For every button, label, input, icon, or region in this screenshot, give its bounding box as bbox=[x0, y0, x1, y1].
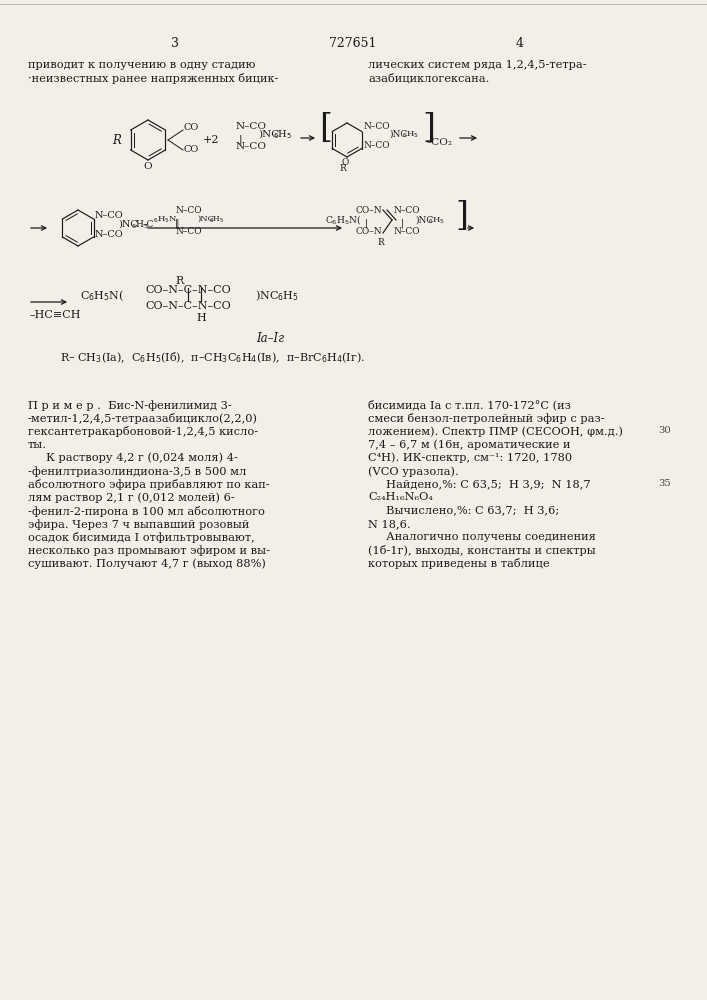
Text: $_6$H$_5$: $_6$H$_5$ bbox=[428, 216, 445, 226]
Text: осадок бисимида I отфильтровывают,: осадок бисимида I отфильтровывают, bbox=[28, 532, 255, 543]
Text: С⁴Н). ИК-спектр, см⁻¹: 1720, 1780: С⁴Н). ИК-спектр, см⁻¹: 1720, 1780 bbox=[368, 453, 572, 463]
Text: -фенил-2-пирона в 100 мл абсолютного: -фенил-2-пирона в 100 мл абсолютного bbox=[28, 506, 265, 517]
Text: ·неизвестных ранее напряженных бицик-: ·неизвестных ранее напряженных бицик- bbox=[28, 73, 279, 84]
Text: O: O bbox=[342, 158, 349, 167]
Text: –C: –C bbox=[143, 220, 154, 229]
Text: CO–N: CO–N bbox=[355, 227, 382, 236]
Text: )NC: )NC bbox=[389, 130, 407, 139]
Text: H: H bbox=[196, 313, 206, 323]
Text: Найдено,%: С 63,5;  Н 3,9;  N 18,7: Найдено,%: С 63,5; Н 3,9; N 18,7 bbox=[368, 479, 590, 489]
Text: смеси бензол-петролейный эфир с раз-: смеси бензол-петролейный эфир с раз- bbox=[368, 413, 604, 424]
Text: азабициклогексана.: азабициклогексана. bbox=[368, 73, 489, 84]
Text: )NC: )NC bbox=[415, 216, 433, 225]
Text: R: R bbox=[339, 164, 346, 173]
Text: (1б-1г), выходы, константы и спектры: (1б-1г), выходы, константы и спектры bbox=[368, 545, 596, 556]
Text: 7,4 – 6,7 м (16н, ароматические и: 7,4 – 6,7 м (16н, ароматические и bbox=[368, 440, 571, 450]
Text: |: | bbox=[365, 218, 368, 228]
Text: которых приведены в таблице: которых приведены в таблице bbox=[368, 558, 549, 569]
Text: бисимида Ia с т.пл. 170-172°C (из: бисимида Ia с т.пл. 170-172°C (из bbox=[368, 400, 571, 411]
Text: лям раствор 2,1 г (0,012 молей) 6-: лям раствор 2,1 г (0,012 молей) 6- bbox=[28, 492, 235, 503]
Text: -фенилтриазолиндиона-3,5 в 500 мл: -фенилтриазолиндиона-3,5 в 500 мл bbox=[28, 466, 246, 477]
Text: |: | bbox=[401, 218, 404, 228]
Text: 727651: 727651 bbox=[329, 37, 377, 50]
Text: ложением). Спектр ПМР (CECООН, φм.д.): ложением). Спектр ПМР (CECООН, φм.д.) bbox=[368, 426, 623, 437]
Text: –CO₂: –CO₂ bbox=[427, 138, 453, 147]
Text: N–CO: N–CO bbox=[236, 122, 267, 131]
Text: 4: 4 bbox=[516, 37, 524, 50]
Text: ]: ] bbox=[422, 112, 435, 144]
Text: N–CO: N–CO bbox=[95, 230, 124, 239]
Text: П р и м е р .  Бис-N-фенилимид 3-: П р и м е р . Бис-N-фенилимид 3- bbox=[28, 400, 232, 411]
Text: R: R bbox=[112, 134, 121, 147]
Text: )NC: )NC bbox=[258, 130, 279, 139]
Text: CO–N: CO–N bbox=[355, 206, 382, 215]
Text: $_6$H$_5$: $_6$H$_5$ bbox=[402, 130, 419, 140]
Text: N–CO: N–CO bbox=[393, 227, 420, 236]
Text: несколько раз промывают эфиром и вы-: несколько раз промывают эфиром и вы- bbox=[28, 545, 270, 556]
Text: +2: +2 bbox=[203, 135, 219, 145]
Text: (VCO уразола).: (VCO уразола). bbox=[368, 466, 459, 477]
Text: N–CO: N–CO bbox=[175, 227, 201, 236]
Text: N 18,6.: N 18,6. bbox=[368, 519, 411, 529]
Text: C$_6$H$_5$N(: C$_6$H$_5$N( bbox=[80, 289, 124, 303]
Text: R: R bbox=[377, 238, 384, 247]
Text: $_6$H$_5$: $_6$H$_5$ bbox=[131, 219, 148, 231]
Text: абсолютного эфира прибавляют по кап-: абсолютного эфира прибавляют по кап- bbox=[28, 479, 269, 490]
Text: лических систем ряда 1,2,4,5-тетра-: лических систем ряда 1,2,4,5-тетра- bbox=[368, 60, 587, 70]
Text: CO: CO bbox=[184, 145, 199, 154]
Text: –HC≡CH: –HC≡CH bbox=[30, 310, 81, 320]
Text: N–CO: N–CO bbox=[175, 206, 201, 215]
Text: $_6$H$_5$: $_6$H$_5$ bbox=[209, 215, 224, 225]
Text: С₂₄Н₁₆N₆О₄: С₂₄Н₁₆N₆О₄ bbox=[368, 492, 433, 502]
Text: Вычислено,%: С 63,7;  Н 3,6;: Вычислено,%: С 63,7; Н 3,6; bbox=[368, 506, 559, 516]
Text: 35: 35 bbox=[658, 479, 671, 488]
Text: |: | bbox=[239, 135, 243, 144]
Text: Аналогично получены соединения: Аналогично получены соединения bbox=[368, 532, 596, 542]
Text: )NC$_6$H$_5$: )NC$_6$H$_5$ bbox=[255, 289, 299, 303]
Text: R– CH$_3$(Iа),  C$_6$H$_5$(Iб),  п–CH$_3$C$_6$H$_4$(Iв),  п–BrC$_6$H$_4$(Iг).: R– CH$_3$(Iа), C$_6$H$_5$(Iб), п–CH$_3$C… bbox=[60, 350, 365, 365]
Text: [: [ bbox=[319, 112, 332, 144]
Text: сушивают. Получают 4,7 г (выход 88%): сушивают. Получают 4,7 г (выход 88%) bbox=[28, 558, 266, 569]
Text: ‖: ‖ bbox=[175, 219, 180, 229]
Text: )NC: )NC bbox=[118, 220, 138, 229]
Text: -метил-1,2,4,5-тетраазабицикло(2,2,0): -метил-1,2,4,5-тетраазабицикло(2,2,0) bbox=[28, 413, 258, 424]
Text: $_6$H$_5$: $_6$H$_5$ bbox=[273, 129, 292, 141]
Text: CO–N–C–N–CO: CO–N–C–N–CO bbox=[145, 285, 230, 295]
Text: 30: 30 bbox=[658, 426, 671, 435]
Text: C$_6$H$_5$N(: C$_6$H$_5$N( bbox=[325, 214, 361, 227]
Text: Iа–Iг: Iа–Iг bbox=[256, 332, 284, 345]
Text: N–CO: N–CO bbox=[363, 122, 390, 131]
Text: N–CO: N–CO bbox=[236, 142, 267, 151]
Text: 3: 3 bbox=[171, 37, 179, 50]
Text: ты.: ты. bbox=[28, 440, 47, 450]
Text: N–CO: N–CO bbox=[95, 211, 124, 220]
Text: )NC: )NC bbox=[197, 215, 214, 223]
Text: R: R bbox=[175, 276, 183, 286]
Text: гексантетракарбоновой-1,2,4,5 кисло-: гексантетракарбоновой-1,2,4,5 кисло- bbox=[28, 426, 258, 437]
Text: CO–N–C–N–CO: CO–N–C–N–CO bbox=[145, 301, 230, 311]
Text: эфира. Через 7 ч выпавший розовый: эфира. Через 7 ч выпавший розовый bbox=[28, 519, 250, 530]
Text: $_6$H$_5$N: $_6$H$_5$N bbox=[153, 215, 177, 225]
Text: O: O bbox=[143, 162, 151, 171]
Text: приводит к получению в одну стадию: приводит к получению в одну стадию bbox=[28, 60, 255, 70]
Text: N–CO: N–CO bbox=[393, 206, 420, 215]
Text: CO: CO bbox=[184, 123, 199, 132]
Text: N–CO: N–CO bbox=[363, 141, 390, 150]
Text: К раствору 4,2 г (0,024 моля) 4-: К раствору 4,2 г (0,024 моля) 4- bbox=[28, 453, 238, 463]
Text: ]: ] bbox=[455, 200, 468, 232]
